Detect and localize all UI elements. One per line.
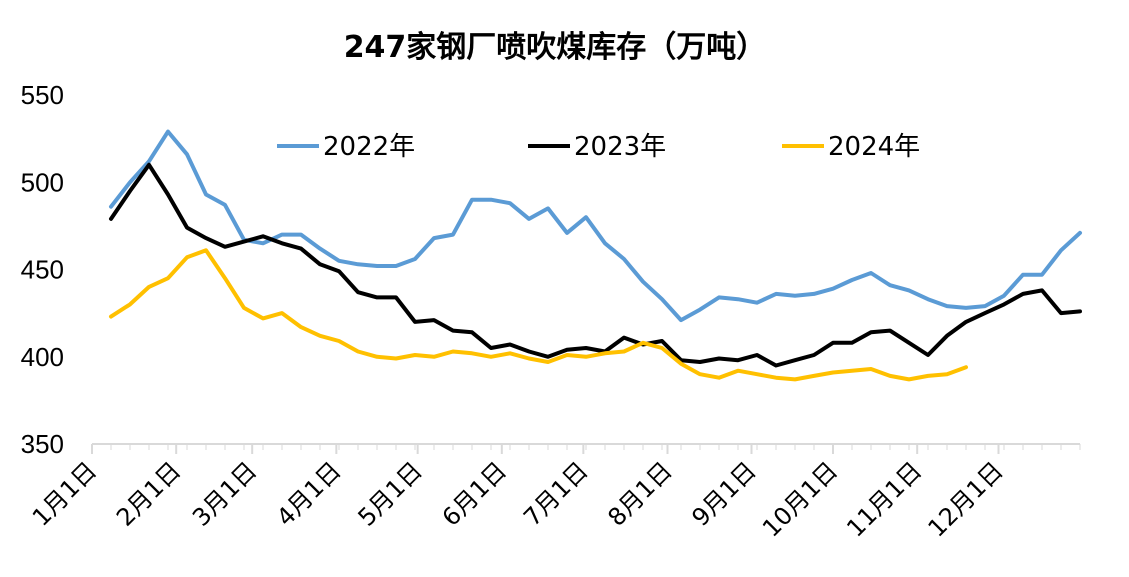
chart-title: 247家钢厂喷吹煤库存（万吨） [344,30,767,65]
legend-label: 2024年 [828,132,920,162]
legend: 2022年 2023年 2024年 [277,132,920,162]
series-line-2023年 [109,162,1082,368]
y-tick-label: 350 [21,429,64,459]
x-tick-label: 6月1日 [437,456,512,531]
y-tick-label: 450 [21,255,64,285]
x-tick-label: 8月1日 [602,456,677,531]
x-tick-label: 2月1日 [111,456,186,531]
y-tick-label: 550 [21,80,64,110]
x-tick-label: 4月1日 [271,456,346,531]
x-tick-label: 9月1日 [686,456,761,531]
series-line-2024年 [109,248,968,382]
x-tick-label: 5月1日 [353,456,428,531]
x-tick-label: 1月1日 [27,456,102,531]
legend-label: 2023年 [574,132,666,162]
x-tick-label: 11月1日 [841,456,927,542]
x-tick-label: 3月1日 [187,456,262,531]
x-tick-label: 7月1日 [518,456,593,531]
axes: 350 400 450 500 550 1月1日 2月1日 3月1日 4月1日 5月1日 6月1日 7… [21,80,1081,543]
series-lines [109,129,1082,382]
x-tick-label: 10月1日 [757,456,843,542]
x-tick-label: 12月1日 [923,456,1009,542]
y-tick-label: 500 [21,167,64,197]
legend-label: 2022年 [323,132,415,162]
y-tick-label: 400 [21,342,64,372]
